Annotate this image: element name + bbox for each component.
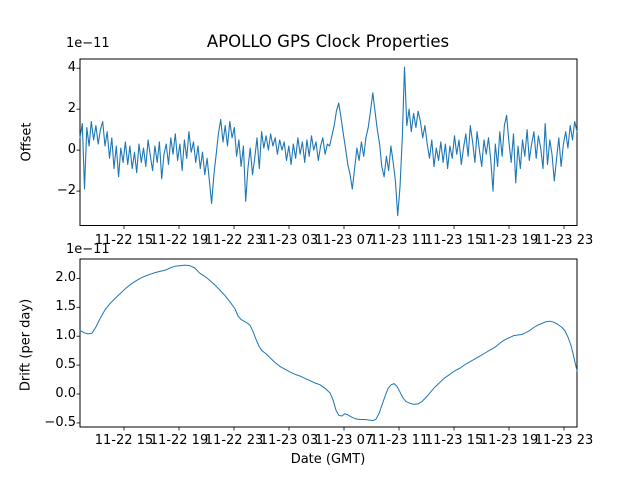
x-tick-label: 11-22 15 [94,233,154,248]
y-tick-label: 1.5 [55,299,76,315]
x-tick-label: 11-22 19 [149,433,209,448]
offset-axis-scale-label: 1e−11 [66,36,110,51]
x-tick-label: 11-23 23 [534,233,594,248]
x-tick-label: 11-22 23 [204,433,264,448]
x-tick-label: 11-23 23 [534,433,594,448]
y-tick-label: 2 [67,101,76,117]
x-tick-label: 11-22 15 [94,433,154,448]
x-tick-label: 11-22 19 [149,233,209,248]
x-tick-label: 11-23 07 [314,433,374,448]
x-tick-label: 11-23 15 [424,433,484,448]
x-tick-label: 11-23 19 [479,433,539,448]
y-tick-label: −0.5 [44,414,76,430]
x-tick-label: 11-23 11 [369,233,429,248]
y-tick-label: 0 [67,142,76,158]
y-tick-label: −2 [56,183,76,199]
x-tick-label: 11-23 03 [259,433,319,448]
y-tick-label: 2.0 [55,270,76,286]
x-tick-label: 11-23 19 [479,233,539,248]
y-tick-label: 4 [67,60,76,76]
chart-title: APOLLO GPS Clock Properties [206,32,450,51]
drift-axis-scale-label: 1e−11 [66,242,110,257]
x-tick-label: 11-23 15 [424,233,484,248]
x-axis-label: Date (GMT) [290,452,366,467]
x-tick-label: 11-22 23 [204,233,264,248]
y-tick-label: 0.0 [55,386,76,402]
x-tick-label: 11-23 07 [314,233,374,248]
y-tick-label: 1.0 [55,328,76,344]
x-tick-label: 11-23 03 [259,233,319,248]
x-tick-label: 11-23 11 [369,433,429,448]
y-tick-label: 0.5 [55,357,76,373]
